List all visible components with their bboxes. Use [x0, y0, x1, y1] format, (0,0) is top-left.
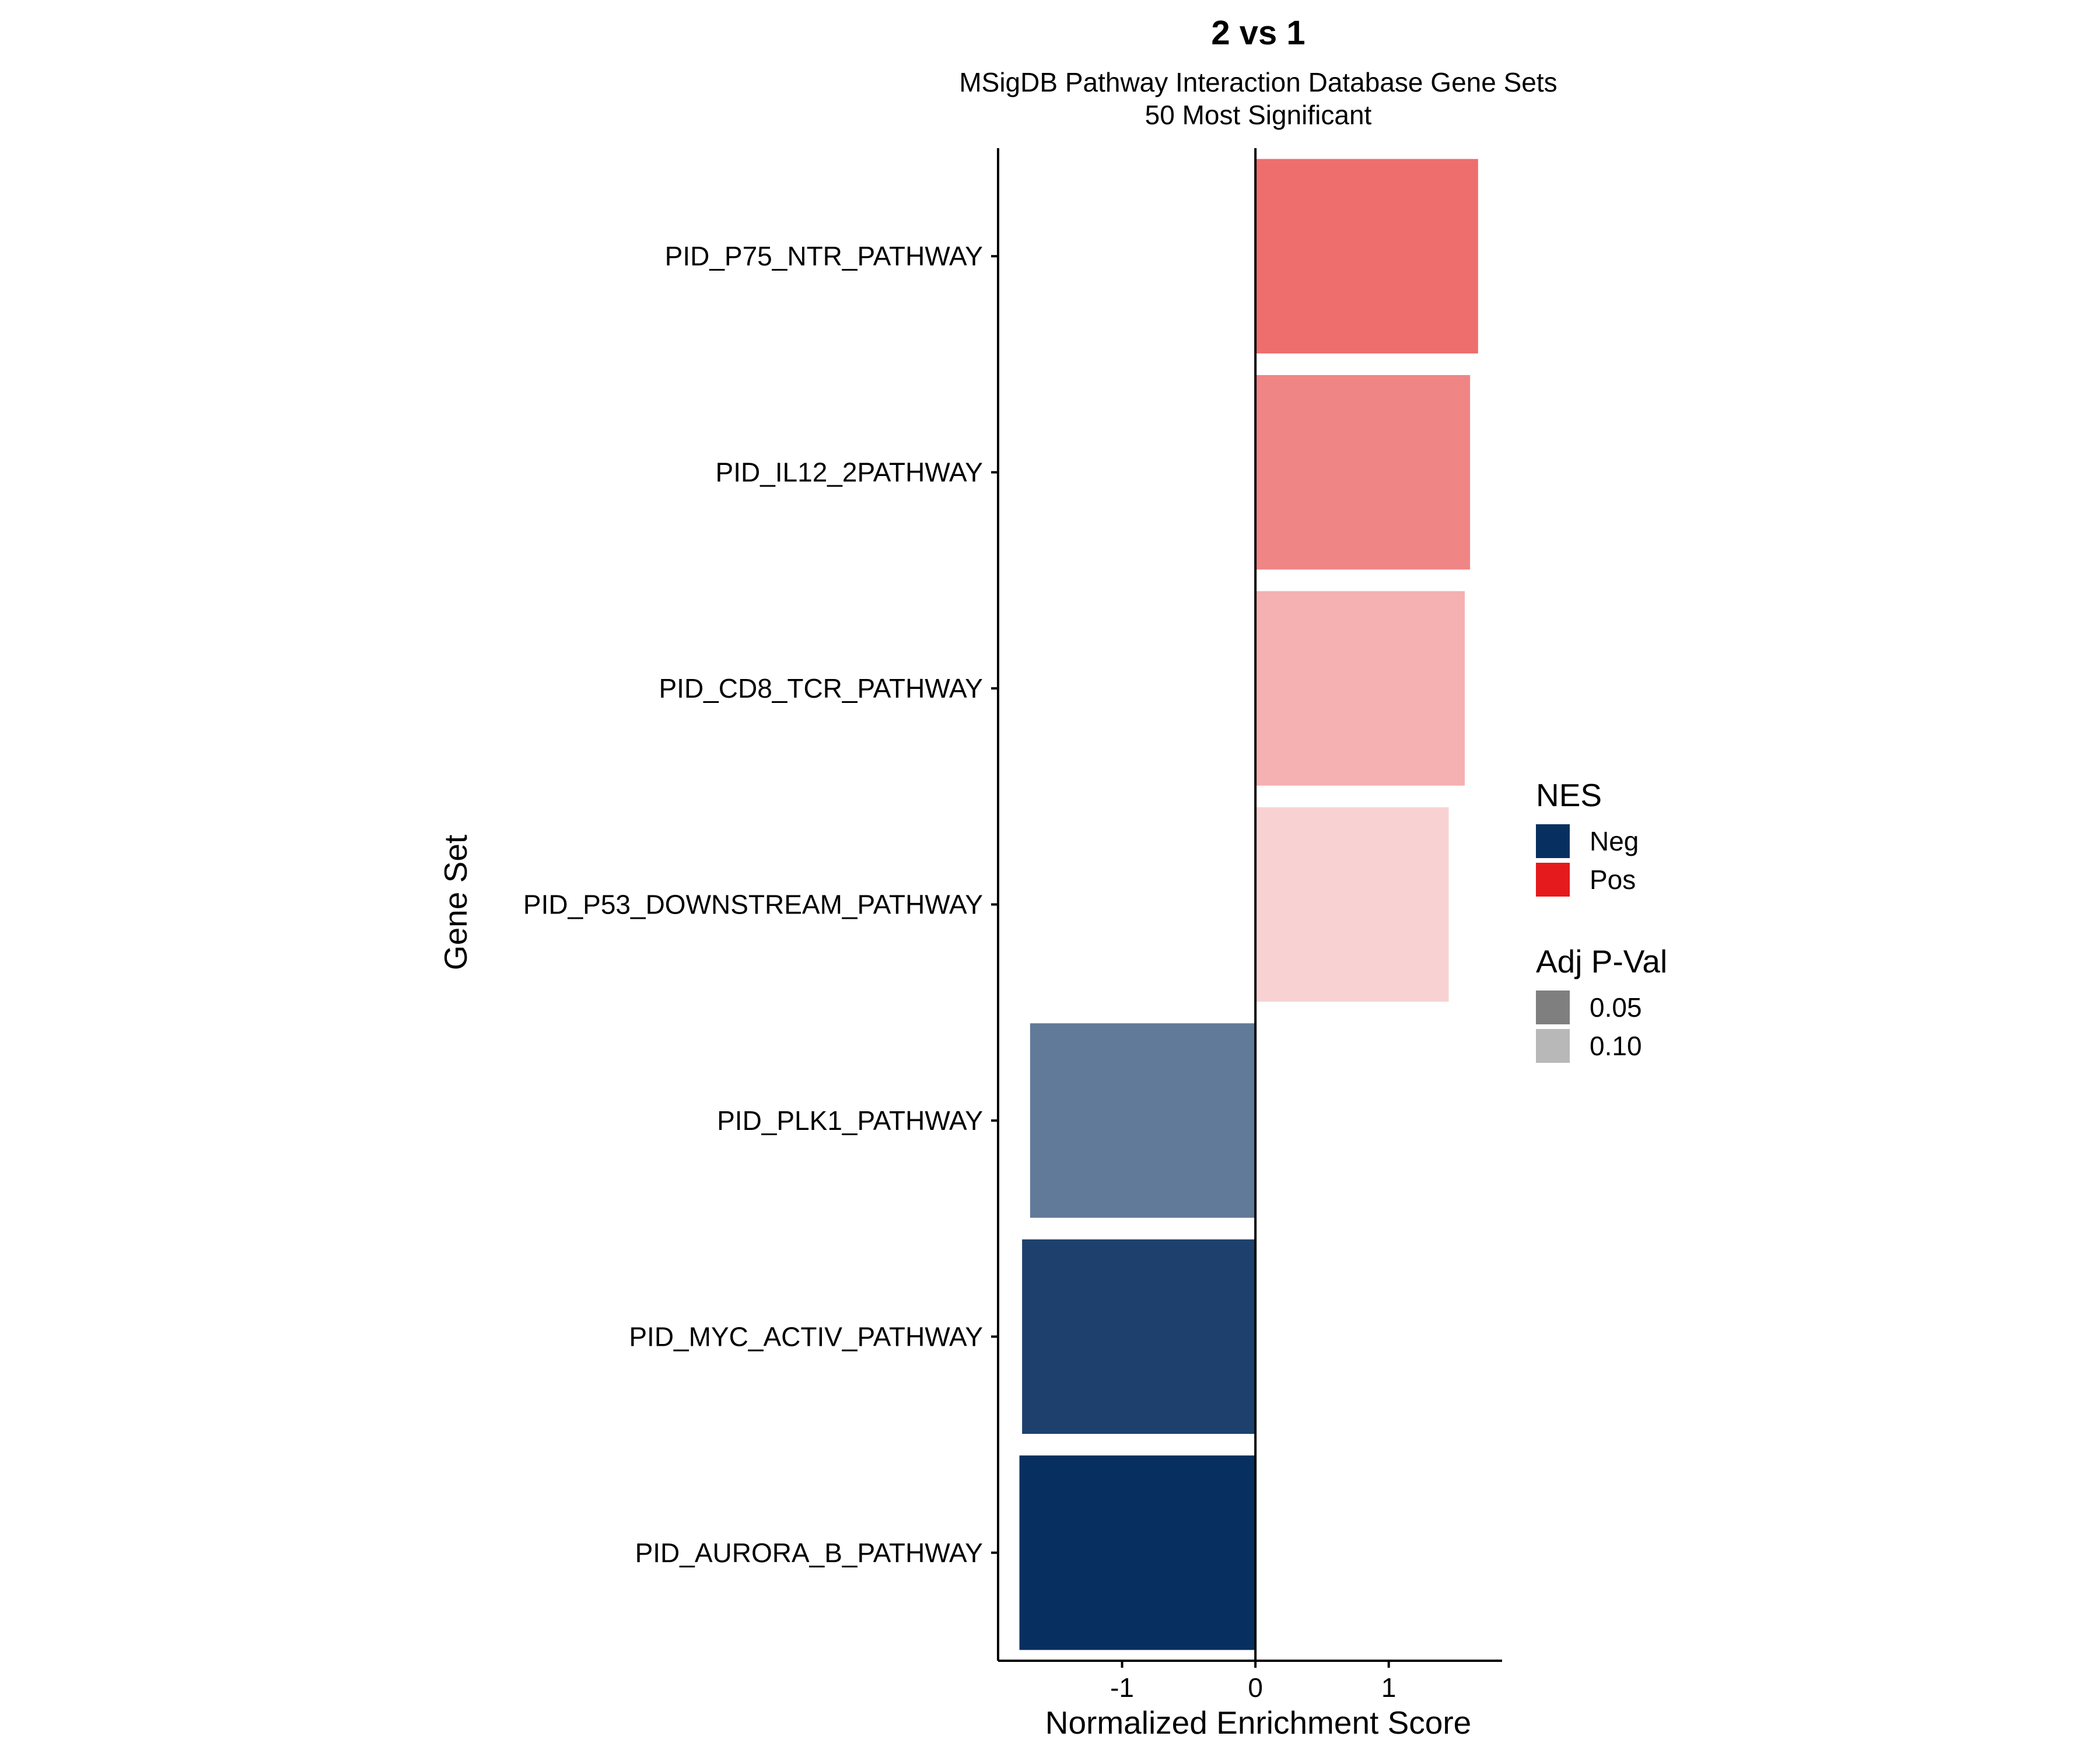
legend-swatch-neg	[1536, 824, 1570, 858]
bar-pid-p75-ntr-pathway	[1255, 159, 1478, 354]
bar-pid-aurora-b-pathway	[1019, 1455, 1256, 1650]
legend-swatch-0-05	[1536, 991, 1570, 1024]
y-tick-label: PID_AURORA_B_PATHWAY	[635, 1538, 983, 1568]
y-tick-label: PID_PLK1_PATHWAY	[717, 1105, 983, 1136]
y-axis-title: Gene Set	[438, 835, 474, 970]
legend-swatch-pos	[1536, 863, 1570, 897]
legend: NES Neg Pos Adj P-Val 0.05 0.10	[1536, 777, 1667, 1063]
y-tick-label: PID_CD8_TCR_PATHWAY	[659, 673, 983, 704]
legend-title: Adj P-Val	[1536, 943, 1667, 979]
legend-label: 0.05	[1590, 992, 1642, 1023]
bar-pid-p53-downstream-pathway	[1255, 807, 1449, 1002]
legend-label: Neg	[1590, 826, 1639, 856]
bar-pid-myc-activ-pathway	[1022, 1239, 1256, 1434]
y-tick-label: PID_MYC_ACTIV_PATHWAY	[629, 1321, 983, 1352]
chart-title: 2 vs 1	[1211, 14, 1305, 52]
x-tick-label: 1	[1381, 1672, 1396, 1703]
legend-label: 0.10	[1590, 1031, 1642, 1061]
chart-subtitle-line-2: 50 Most Significant	[1145, 100, 1372, 130]
chart-subtitle-line-1: MSigDB Pathway Interaction Database Gene…	[959, 67, 1557, 97]
y-tick-label: PID_P75_NTR_PATHWAY	[665, 241, 983, 271]
legend-swatch-0-10	[1536, 1029, 1570, 1063]
y-tick-label: PID_IL12_2PATHWAY	[716, 457, 983, 488]
legend-label: Pos	[1590, 864, 1636, 895]
x-tick-label: 0	[1248, 1672, 1263, 1703]
x-tick-label: -1	[1110, 1672, 1134, 1703]
bar-pid-il12-2pathway	[1255, 374, 1471, 570]
axes-layer: PID_P75_NTR_PATHWAY PID_IL12_2PATHWAY PID_…	[523, 148, 1502, 1703]
bar-pid-cd8-tcr-pathway	[1255, 591, 1465, 786]
bars-layer	[1019, 159, 1478, 1650]
bar-pid-plk1-pathway	[1030, 1023, 1256, 1218]
y-tick-label: PID_P53_DOWNSTREAM_PATHWAY	[523, 890, 983, 920]
x-axis-title: Normalized Enrichment Score	[1045, 1704, 1472, 1741]
legend-title: NES	[1536, 777, 1602, 813]
